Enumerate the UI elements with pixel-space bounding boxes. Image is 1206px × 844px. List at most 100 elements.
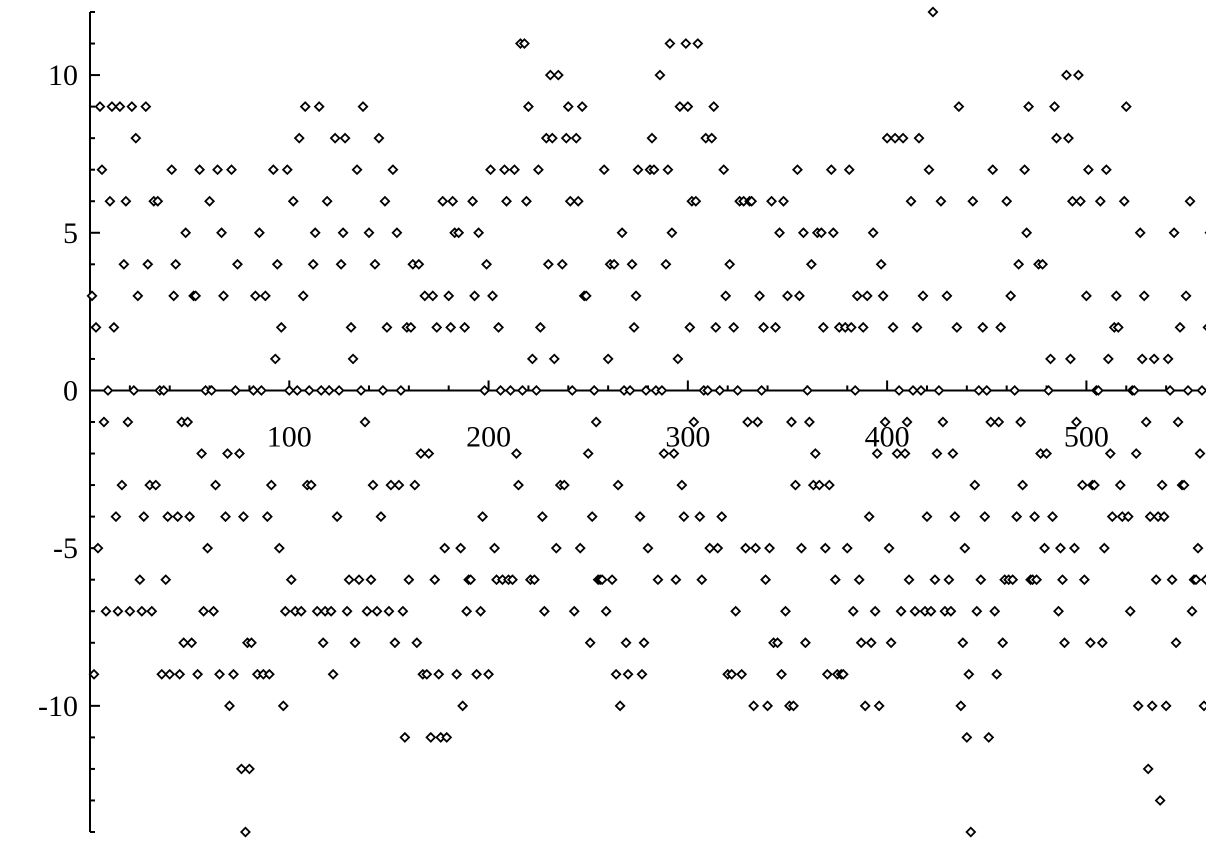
data-point [1053,605,1064,617]
data-point [825,164,837,176]
data-point [261,511,273,523]
data-point [973,384,985,396]
data-point [192,668,204,680]
data-point [379,195,391,207]
data-point [903,574,915,586]
data-point [1134,227,1146,239]
data-point [353,574,365,586]
data-point [311,605,323,617]
data-point [845,321,857,333]
data-point [538,605,550,617]
data-point [654,69,666,81]
data-point [467,195,479,207]
data-point [1178,479,1190,491]
data-point [851,290,863,302]
data-point [782,290,793,302]
data-point [331,511,343,523]
data-point [660,258,672,270]
data-point [138,511,150,523]
data-point [1140,416,1152,428]
data-point [706,132,718,144]
data-point [528,574,540,586]
data-point [1013,258,1025,270]
data-point [375,511,387,523]
data-point [287,195,299,207]
data-point [857,321,869,333]
data-point [636,668,648,680]
data-point [477,511,489,523]
data-point [758,321,770,333]
data-point [889,132,901,144]
data-point [355,384,367,396]
data-point [1092,384,1104,396]
data-point [1198,700,1206,712]
data-point [710,321,722,333]
data-point [1124,605,1136,617]
data-point [347,353,359,365]
data-point [349,637,361,649]
data-point [122,416,134,428]
data-point [895,605,907,617]
data-point [718,164,730,176]
data-point [230,384,241,396]
data-point [126,101,138,113]
data-point [805,258,817,270]
data-point [489,542,501,554]
data-point [1047,511,1058,523]
data-point [959,542,971,554]
data-point [387,164,399,176]
data-point [907,384,919,396]
data-point [714,384,726,396]
data-point [202,542,214,554]
data-point [1128,384,1140,396]
data-point [728,321,740,333]
data-point [140,101,152,113]
data-point [933,384,945,396]
data-point [690,195,702,207]
data-point [865,637,877,649]
data-point [760,574,772,586]
data-point [530,384,542,396]
data-point [544,69,556,81]
data-point [720,290,732,302]
data-point [638,637,650,649]
data-point [1005,290,1017,302]
data-point [1029,511,1041,523]
data-point [732,384,744,396]
data-point [756,384,768,396]
data-point [827,227,839,239]
data-point [801,384,813,396]
data-point [793,290,805,302]
data-point [873,700,885,712]
data-point [853,574,865,586]
data-point [620,637,632,649]
data-point [568,605,580,617]
data-point [823,479,835,491]
data-point [267,164,279,176]
data-point [164,668,176,680]
data-point [648,164,660,176]
data-point [704,542,716,554]
data-point [1102,353,1114,365]
data-point [965,826,977,838]
data-point [1120,101,1132,113]
data-point [1011,511,1023,523]
data-point [493,321,505,333]
data-point [196,448,208,460]
data-point [283,384,295,396]
data-point [879,416,891,428]
data-point [473,227,485,239]
data-point [971,605,983,617]
data-point [957,637,969,649]
data-point [542,258,554,270]
data-point [518,38,530,50]
data-point [1200,574,1206,586]
data-point [1192,542,1204,554]
data-point [92,542,104,554]
x-tick-label: 100 [267,420,312,453]
data-point [443,290,455,302]
data-point [299,101,311,113]
data-point [859,700,871,712]
data-point [867,227,879,239]
data-point [556,258,568,270]
